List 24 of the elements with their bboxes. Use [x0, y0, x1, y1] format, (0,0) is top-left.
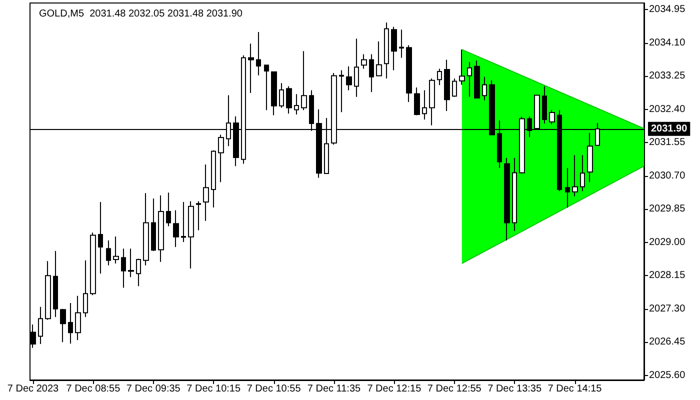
- y-tick-label: 2026.45: [649, 336, 686, 348]
- y-tick-label: 2031.55: [649, 137, 686, 148]
- y-tick-label: 2029.00: [649, 236, 686, 248]
- x-tick-label: 7 Dec 10:15: [186, 384, 241, 394]
- x-tick-label: 7 Dec 12:55: [427, 384, 482, 394]
- y-tick-label: 2033.25: [649, 70, 686, 82]
- y-tick-label: 2029.85: [649, 204, 686, 215]
- x-tick-label: 7 Dec 09:35: [126, 384, 181, 394]
- y-tick-label: 2028.15: [649, 270, 686, 282]
- x-tick-label: 7 Dec 14:15: [548, 384, 602, 394]
- y-tick-label: 2034.95: [649, 4, 686, 16]
- y-tick-label: 2027.30: [649, 303, 686, 314]
- x-tick-label: 7 Dec 08:55: [66, 384, 121, 394]
- x-tick-label: 7 Dec 12:15: [367, 384, 422, 394]
- y-tick-label: 2030.70: [649, 170, 686, 182]
- x-tick-label: 7 Dec 2023: [7, 384, 60, 394]
- x-tick-label: 7 Dec 11:35: [307, 384, 362, 394]
- ref-line-label: 2031.90: [651, 123, 688, 134]
- y-tick-label: 2032.40: [649, 104, 686, 115]
- y-tick-label: 2034.10: [649, 37, 686, 48]
- y-tick-label: 2025.60: [649, 370, 686, 381]
- x-tick-label: 7 Dec 10:55: [246, 384, 302, 394]
- x-tick-label: 7 Dec 13:35: [488, 384, 542, 394]
- text: GOLD,M5 2031.48 2032.05 2031.48 2031.90: [39, 8, 243, 20]
